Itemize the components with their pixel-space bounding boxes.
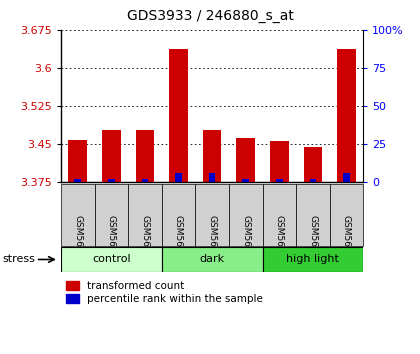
Bar xyxy=(236,138,255,182)
Text: GSM562214: GSM562214 xyxy=(275,215,284,270)
Bar xyxy=(337,49,356,182)
Text: dark: dark xyxy=(200,255,225,264)
Bar xyxy=(262,247,363,272)
Text: GSM562209: GSM562209 xyxy=(107,215,116,270)
Bar xyxy=(108,179,115,182)
Bar xyxy=(142,179,148,182)
Bar xyxy=(276,179,283,182)
Text: GSM562208: GSM562208 xyxy=(73,215,82,270)
Bar xyxy=(175,173,182,182)
Bar xyxy=(310,179,316,182)
Bar xyxy=(242,179,249,182)
Bar xyxy=(169,49,188,182)
Bar xyxy=(330,184,363,246)
Text: GSM562210: GSM562210 xyxy=(140,215,150,270)
Text: GSM562215: GSM562215 xyxy=(308,215,318,270)
Bar xyxy=(162,247,262,272)
Bar xyxy=(209,173,215,182)
Bar xyxy=(203,130,221,182)
Bar xyxy=(128,184,162,246)
Bar xyxy=(262,184,296,246)
Bar xyxy=(74,179,81,182)
Legend: transformed count, percentile rank within the sample: transformed count, percentile rank withi… xyxy=(66,281,263,304)
Bar xyxy=(68,140,87,182)
Bar xyxy=(102,130,121,182)
Text: GSM562211: GSM562211 xyxy=(174,215,183,270)
Text: stress: stress xyxy=(2,255,35,264)
Bar xyxy=(343,173,350,182)
Bar xyxy=(61,184,94,246)
Bar xyxy=(304,147,322,182)
Bar xyxy=(136,130,154,182)
Text: GDS3933 / 246880_s_at: GDS3933 / 246880_s_at xyxy=(126,9,294,23)
Text: GSM562212: GSM562212 xyxy=(207,215,217,270)
Text: GSM562213: GSM562213 xyxy=(241,215,250,270)
Text: high light: high light xyxy=(286,255,339,264)
Bar xyxy=(296,184,330,246)
Bar xyxy=(61,247,162,272)
Text: control: control xyxy=(92,255,131,264)
Bar xyxy=(94,184,128,246)
Bar xyxy=(162,184,195,246)
Bar xyxy=(270,141,289,182)
Bar xyxy=(195,184,229,246)
Text: GSM562216: GSM562216 xyxy=(342,215,351,270)
Bar xyxy=(229,184,262,246)
